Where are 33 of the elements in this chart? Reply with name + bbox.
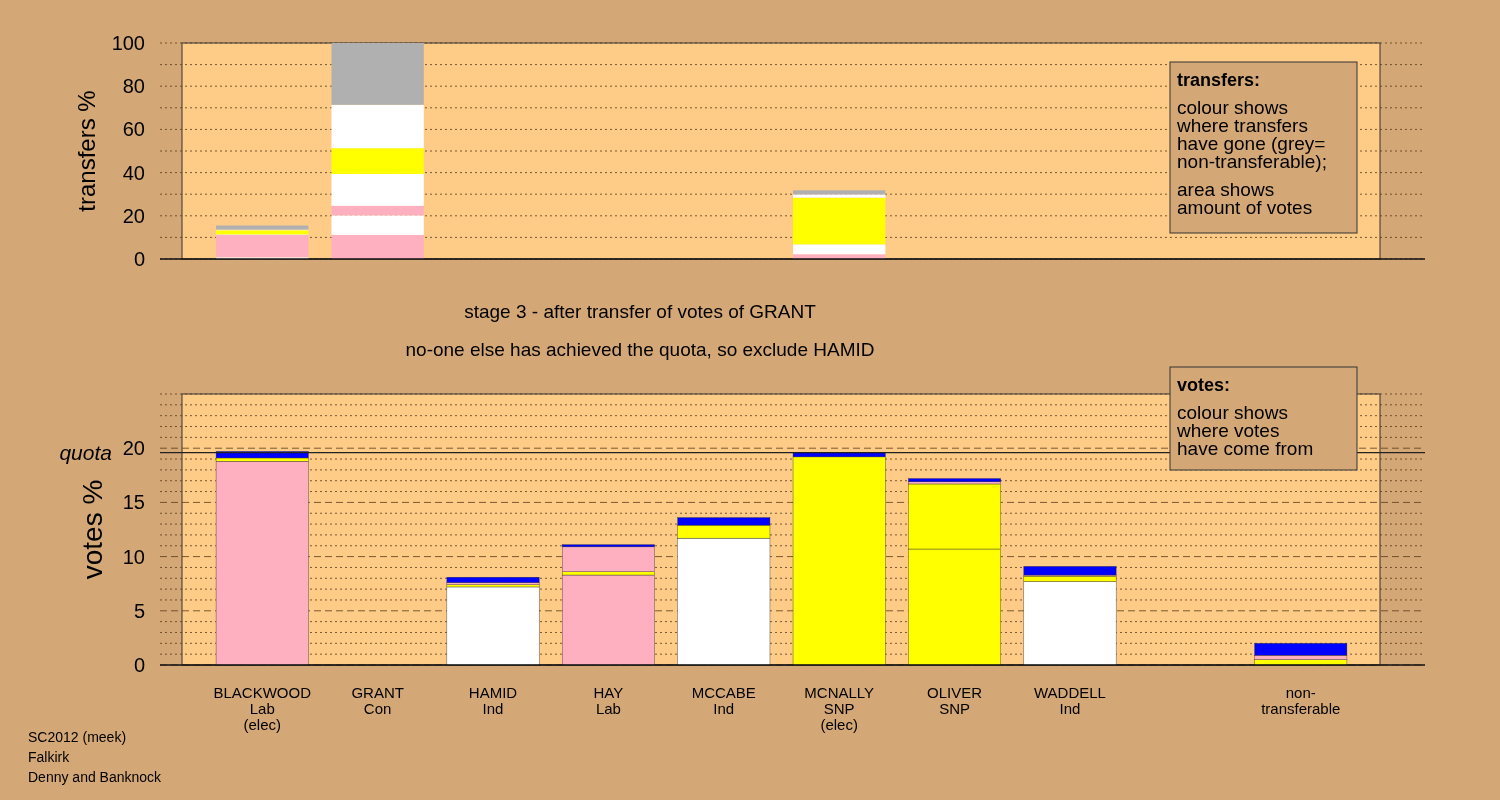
y-axis-title: votes %	[77, 479, 108, 580]
y-tick-label: 100	[111, 32, 145, 54]
y-tick-label: 10	[122, 545, 145, 568]
x-tick-label: non- transferable	[1261, 684, 1341, 717]
text: Falkirk	[28, 748, 71, 765]
y-axis-title: transfers %	[73, 90, 100, 212]
chart-subtitle: no-one else has achieved the quota, so exclude HAMID	[405, 339, 875, 360]
annotation: colour shows where transfers have gone (grey= non-transferable);	[1176, 97, 1327, 172]
x-tick-label: BLACKWOOD Lab (elec)	[213, 684, 312, 733]
y-tick-label: 15	[122, 491, 145, 514]
y-tick-label: 0	[133, 654, 145, 676]
y-tick-label: 0	[133, 248, 145, 270]
y-tick-label: 60	[122, 118, 145, 141]
x-tick-label: HAY Lab	[593, 684, 624, 717]
annotation: area shows amount of votes	[1177, 179, 1313, 218]
y-tick-label: 20	[122, 437, 145, 460]
y-tick-label: 20	[122, 204, 145, 227]
ref-line-label: quota	[59, 440, 112, 464]
y-tick-label: 40	[122, 161, 145, 184]
chart-title: stage 3 - after transfer of votes of GRANT	[464, 301, 817, 322]
text: SC2012 (meek)	[28, 728, 127, 745]
annotation: votes:	[1177, 375, 1231, 395]
y-tick-label: 80	[122, 75, 145, 98]
annotation: transfers:	[1177, 70, 1261, 90]
text: Denny and Banknock	[28, 768, 163, 785]
x-tick-label: MCCABE Ind	[691, 684, 756, 717]
x-tick-label: GRANT Con	[351, 684, 404, 717]
x-tick-label: WADDELL Ind	[1034, 684, 1106, 717]
x-tick-label: HAMID Ind	[468, 684, 518, 717]
x-tick-label: MCNALLY SNP (elec)	[804, 684, 875, 733]
y-tick-label: 5	[133, 599, 145, 622]
x-tick-label: OLIVER SNP	[927, 684, 983, 717]
annotation: colour shows where votes have come from	[1176, 402, 1314, 459]
